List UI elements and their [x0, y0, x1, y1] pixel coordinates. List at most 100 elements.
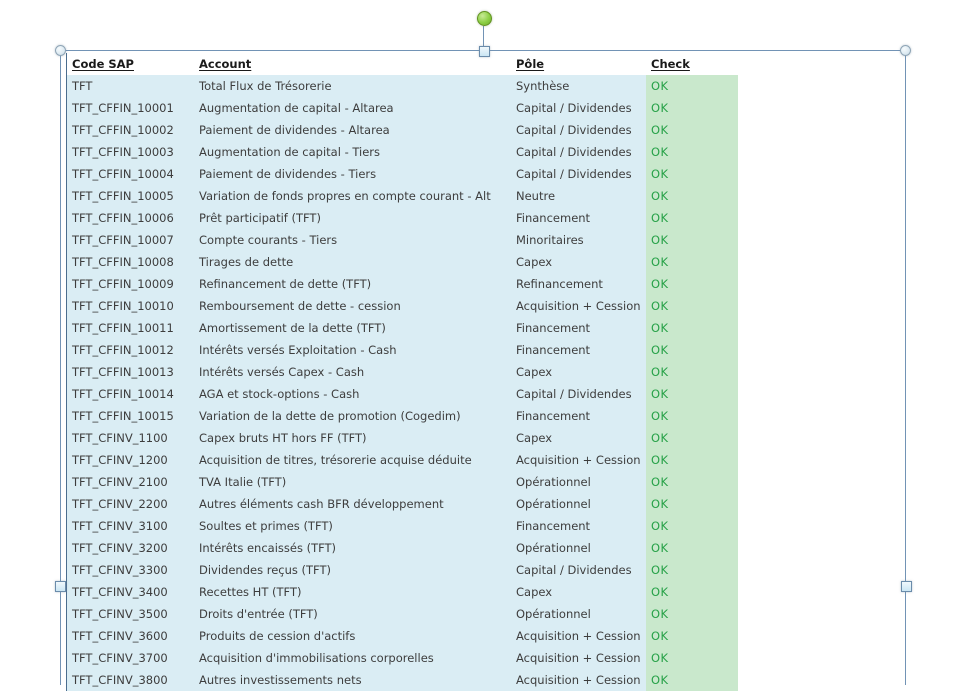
cell-account: Droits d'entrée (TFT): [194, 603, 511, 625]
cell-account: Refinancement de dette (TFT): [194, 273, 511, 295]
cell-account: Augmentation de capital - Tiers: [194, 141, 511, 163]
cell-pole: Capital / Dividendes: [511, 163, 646, 185]
resize-handle-top-right[interactable]: [900, 45, 911, 56]
cell-code-sap: TFT_CFFIN_10012: [67, 339, 194, 361]
table-row[interactable]: TFT_CFINV_1200 Acquisition de titres, tr…: [67, 449, 738, 471]
table-header-row: Code SAP Account Pôle Check: [67, 53, 738, 75]
cell-check: OK: [646, 647, 738, 669]
column-header-code-sap: Code SAP: [72, 57, 134, 71]
table-row[interactable]: TFT Total Flux de Trésorerie Synthèse OK: [67, 75, 738, 97]
cell-code-sap: TFT_CFINV_3300: [67, 559, 194, 581]
table-row[interactable]: TFT_CFFIN_10010 Remboursement de dette -…: [67, 295, 738, 317]
cell-account: Intérêts encaissés (TFT): [194, 537, 511, 559]
cell-check: OK: [646, 295, 738, 317]
table-row[interactable]: TFT_CFFIN_10011 Amortissement de la dett…: [67, 317, 738, 339]
cell-pole: Opérationnel: [511, 537, 646, 559]
cell-account: Variation de la dette de promotion (Coge…: [194, 405, 511, 427]
cell-pole: Capital / Dividendes: [511, 559, 646, 581]
tft-accounts-table[interactable]: Code SAP Account Pôle Check TFT Total Fl…: [66, 53, 738, 691]
cell-account: Variation de fonds propres en compte cou…: [194, 185, 511, 207]
cell-pole: Opérationnel: [511, 493, 646, 515]
cell-check: OK: [646, 493, 738, 515]
cell-pole: Acquisition + Cession: [511, 295, 646, 317]
cell-pole: Acquisition + Cession: [511, 669, 646, 691]
table-row[interactable]: TFT_CFFIN_10014 AGA et stock-options - C…: [67, 383, 738, 405]
table-row[interactable]: TFT_CFFIN_10002 Paiement de dividendes -…: [67, 119, 738, 141]
cell-code-sap: TFT_CFFIN_10004: [67, 163, 194, 185]
cell-code-sap: TFT_CFINV_3100: [67, 515, 194, 537]
cell-pole: Minoritaires: [511, 229, 646, 251]
cell-pole: Financement: [511, 207, 646, 229]
resize-handle-middle-right[interactable]: [901, 581, 912, 592]
cell-code-sap: TFT_CFINV_3700: [67, 647, 194, 669]
cell-check: OK: [646, 361, 738, 383]
cell-check: OK: [646, 515, 738, 537]
table-row[interactable]: TFT_CFINV_3100 Soultes et primes (TFT) F…: [67, 515, 738, 537]
cell-check: OK: [646, 339, 738, 361]
cell-account: Remboursement de dette - cession: [194, 295, 511, 317]
cell-code-sap: TFT_CFINV_3600: [67, 625, 194, 647]
table-row[interactable]: TFT_CFFIN_10015 Variation de la dette de…: [67, 405, 738, 427]
table-row[interactable]: TFT_CFFIN_10012 Intérêts versés Exploita…: [67, 339, 738, 361]
cell-pole: Capital / Dividendes: [511, 383, 646, 405]
cell-code-sap: TFT_CFFIN_10009: [67, 273, 194, 295]
cell-check: OK: [646, 97, 738, 119]
table-row[interactable]: TFT_CFINV_3400 Recettes HT (TFT) Capex O…: [67, 581, 738, 603]
table-row[interactable]: TFT_CFINV_3800 Autres investissements ne…: [67, 669, 738, 691]
table-body: TFT Total Flux de Trésorerie Synthèse OK…: [67, 75, 738, 691]
cell-code-sap: TFT_CFFIN_10001: [67, 97, 194, 119]
table-row[interactable]: TFT_CFFIN_10003 Augmentation de capital …: [67, 141, 738, 163]
cell-account: Total Flux de Trésorerie: [194, 75, 511, 97]
cell-pole: Financement: [511, 339, 646, 361]
cell-code-sap: TFT_CFFIN_10003: [67, 141, 194, 163]
table-row[interactable]: TFT_CFINV_1100 Capex bruts HT hors FF (T…: [67, 427, 738, 449]
cell-check: OK: [646, 537, 738, 559]
table-row[interactable]: TFT_CFINV_2100 TVA Italie (TFT) Opératio…: [67, 471, 738, 493]
table-row[interactable]: TFT_CFINV_3200 Intérêts encaissés (TFT) …: [67, 537, 738, 559]
cell-account: Amortissement de la dette (TFT): [194, 317, 511, 339]
column-header-check: Check: [651, 57, 690, 71]
table-row[interactable]: TFT_CFFIN_10009 Refinancement de dette (…: [67, 273, 738, 295]
cell-account: Augmentation de capital - Altarea: [194, 97, 511, 119]
cell-account: Autres éléments cash BFR développement: [194, 493, 511, 515]
selection-frame-right-edge: [905, 50, 907, 685]
cell-account: Acquisition de titres, trésorerie acquis…: [194, 449, 511, 471]
table-row[interactable]: TFT_CFINV_3700 Acquisition d'immobilisat…: [67, 647, 738, 669]
resize-handle-top-center[interactable]: [479, 46, 490, 57]
cell-check: OK: [646, 449, 738, 471]
table-row[interactable]: TFT_CFINV_2200 Autres éléments cash BFR …: [67, 493, 738, 515]
selection-frame-left-edge: [60, 50, 62, 685]
rotation-handle-icon[interactable]: [477, 11, 492, 26]
cell-check: OK: [646, 75, 738, 97]
cell-code-sap: TFT_CFINV_3400: [67, 581, 194, 603]
table-row[interactable]: TFT_CFFIN_10013 Intérêts versés Capex - …: [67, 361, 738, 383]
cell-pole: Capex: [511, 581, 646, 603]
table-row[interactable]: TFT_CFFIN_10004 Paiement de dividendes -…: [67, 163, 738, 185]
table-row[interactable]: TFT_CFFIN_10006 Prêt participatif (TFT) …: [67, 207, 738, 229]
cell-code-sap: TFT_CFFIN_10015: [67, 405, 194, 427]
cell-check: OK: [646, 119, 738, 141]
resize-handle-top-left[interactable]: [55, 45, 66, 56]
table-row[interactable]: TFT_CFFIN_10007 Compte courants - Tiers …: [67, 229, 738, 251]
cell-check: OK: [646, 427, 738, 449]
table-row[interactable]: TFT_CFINV_3300 Dividendes reçus (TFT) Ca…: [67, 559, 738, 581]
cell-account: Soultes et primes (TFT): [194, 515, 511, 537]
cell-pole: Capex: [511, 427, 646, 449]
cell-pole: Acquisition + Cession: [511, 647, 646, 669]
resize-handle-middle-left[interactable]: [55, 581, 66, 592]
cell-pole: Acquisition + Cession: [511, 449, 646, 471]
cell-account: Capex bruts HT hors FF (TFT): [194, 427, 511, 449]
column-header-pole: Pôle: [516, 57, 545, 71]
table-row[interactable]: TFT_CFFIN_10005 Variation de fonds propr…: [67, 185, 738, 207]
table-row[interactable]: TFT_CFINV_3600 Produits de cession d'act…: [67, 625, 738, 647]
cell-pole: Acquisition + Cession: [511, 625, 646, 647]
cell-pole: Financement: [511, 515, 646, 537]
table-row[interactable]: TFT_CFFIN_10001 Augmentation de capital …: [67, 97, 738, 119]
cell-code-sap: TFT_CFFIN_10005: [67, 185, 194, 207]
table-row[interactable]: TFT_CFINV_3500 Droits d'entrée (TFT) Opé…: [67, 603, 738, 625]
cell-code-sap: TFT_CFFIN_10007: [67, 229, 194, 251]
cell-check: OK: [646, 163, 738, 185]
table-row[interactable]: TFT_CFFIN_10008 Tirages de dette Capex O…: [67, 251, 738, 273]
cell-account: Paiement de dividendes - Tiers: [194, 163, 511, 185]
